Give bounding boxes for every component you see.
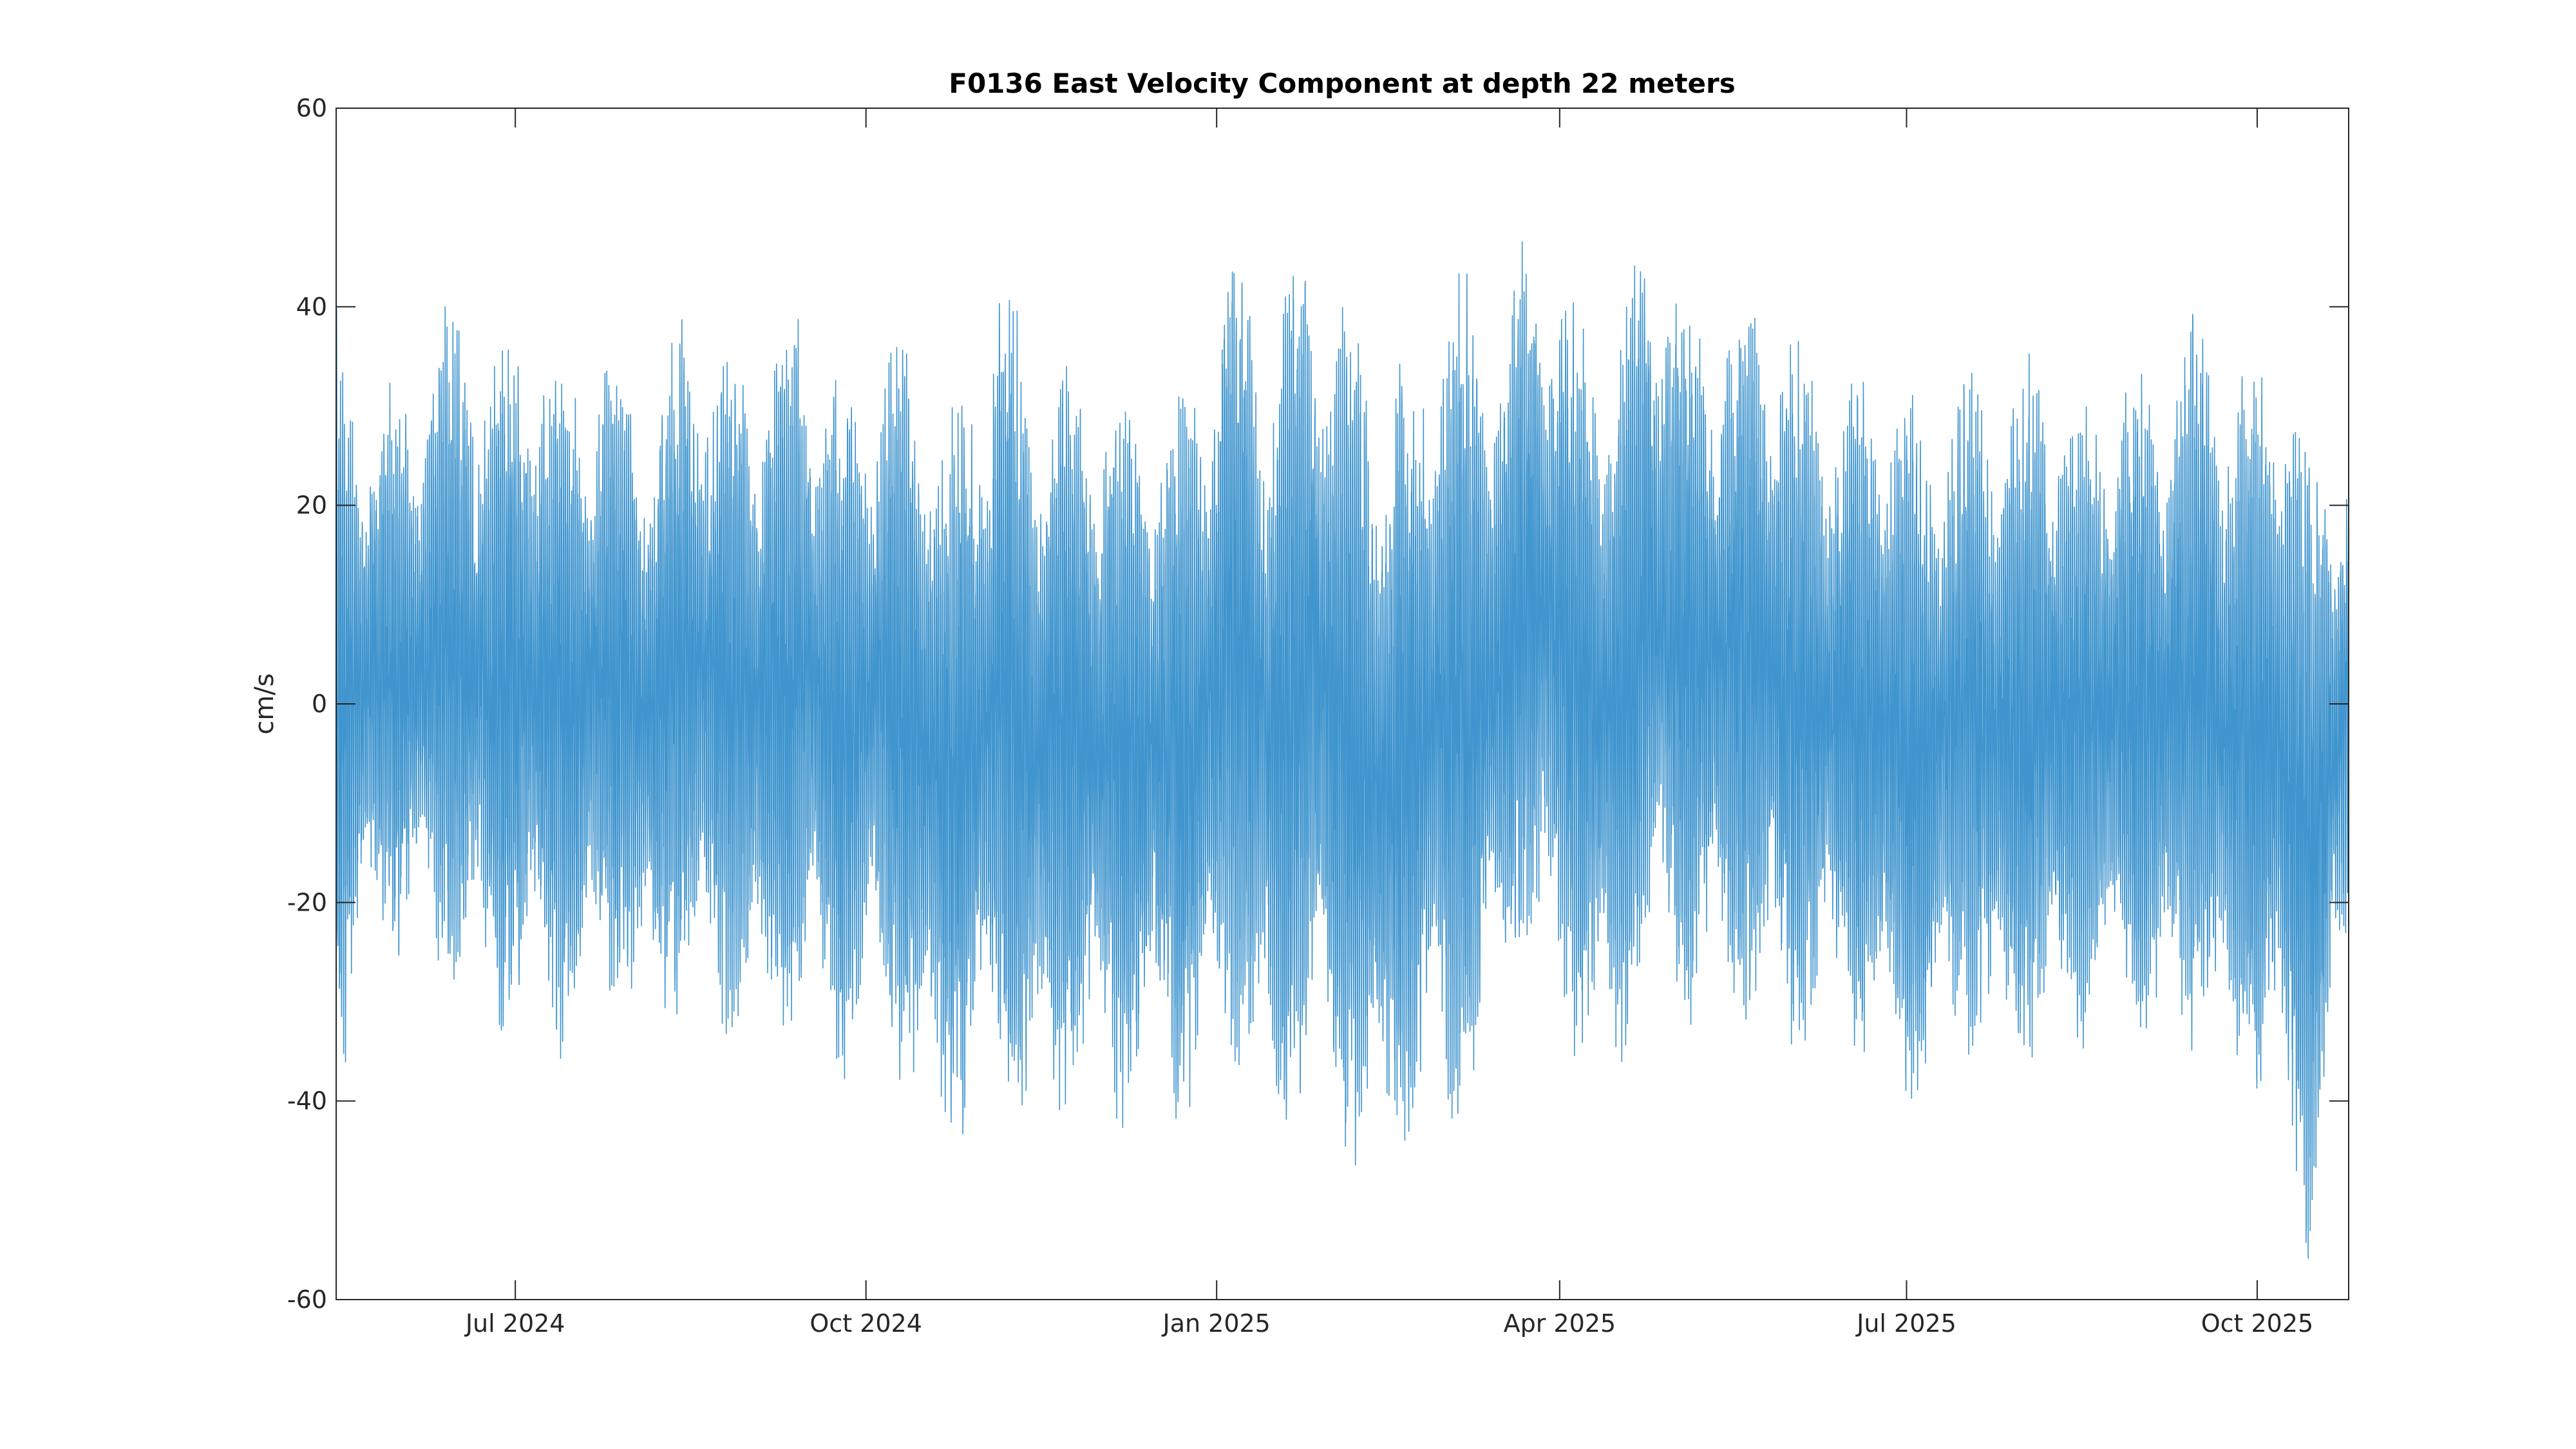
x-tick-label: Jul 2024 [464, 1309, 565, 1338]
y-tick-label: 20 [296, 491, 327, 520]
x-tick-label: Oct 2024 [810, 1309, 922, 1338]
y-tick-label: 0 [312, 690, 327, 718]
y-axis: -60 -40 -20 0 20 40 60 [287, 94, 2349, 1314]
y-axis-label: cm/s [250, 673, 279, 734]
x-tick-label: Jul 2025 [1855, 1309, 1956, 1338]
x-axis: Jul 2024 Oct 2024 Jan 2025 Apr 2025 Jul 2025… [464, 108, 2313, 1338]
y-tick-label: -20 [287, 888, 327, 916]
y-tick-label: -40 [287, 1087, 327, 1115]
series-layer [336, 241, 2349, 1259]
x-tick-label: Oct 2025 [2201, 1309, 2314, 1338]
chart-title: F0136 East Velocity Component at depth 2… [949, 68, 1735, 99]
y-tick-label: 40 [296, 292, 327, 321]
series-line [336, 241, 2349, 1259]
y-tick-label: 60 [296, 94, 327, 122]
x-tick-label: Jan 2025 [1162, 1309, 1271, 1338]
x-tick-label: Apr 2025 [1504, 1309, 1616, 1338]
y-tick-label: -60 [287, 1285, 327, 1314]
plot-area [336, 108, 2349, 1300]
